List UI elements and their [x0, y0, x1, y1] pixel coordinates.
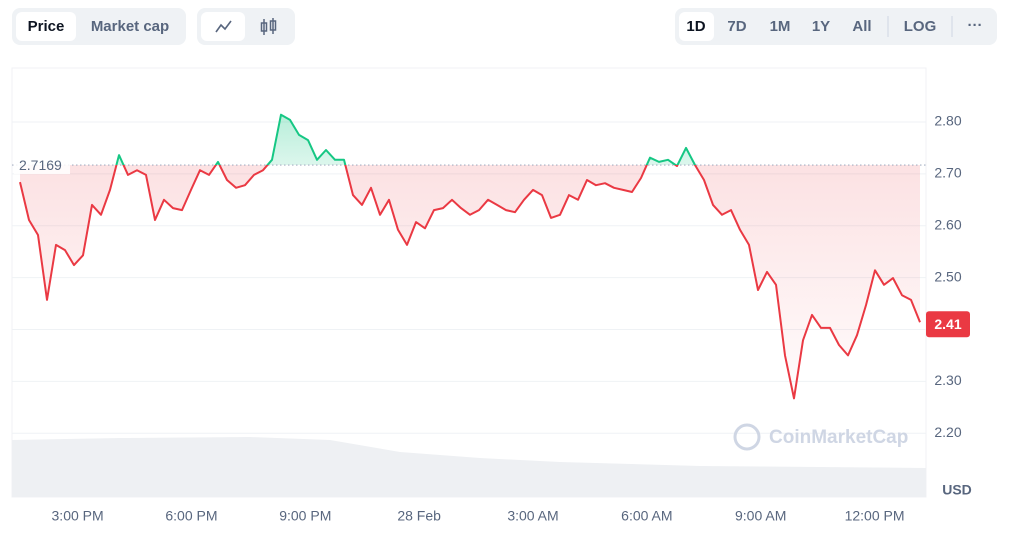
range-button[interactable]: All	[852, 18, 871, 35]
y-tick-label: 2.60	[934, 216, 961, 232]
current-price-badge	[926, 311, 970, 338]
y-tick-label: 2.20	[934, 424, 961, 440]
unit-label: USD	[942, 482, 972, 498]
y-tick-label: 2.70	[934, 165, 961, 181]
view-active	[16, 12, 76, 41]
price-line	[19, 113, 921, 400]
y-tick-label: 2.80	[934, 113, 961, 129]
area	[20, 114, 920, 399]
range-button[interactable]: 7D	[727, 18, 746, 35]
x-tick-label: 9:00 AM	[735, 508, 786, 524]
baseline-label: 2.7169	[19, 157, 62, 173]
range-active	[679, 12, 714, 41]
watermark: CoinMarketCap	[733, 423, 908, 451]
candle-icon[interactable]	[260, 18, 277, 35]
y-tick-label: 2.30	[934, 372, 961, 388]
market-cap-button[interactable]: Market cap	[91, 18, 169, 35]
watermark-text: CoinMarketCap	[769, 427, 908, 448]
range-toggle	[675, 8, 997, 45]
x-tick-label: 6:00 PM	[165, 508, 217, 524]
log-button[interactable]: LOG	[904, 18, 937, 35]
x-tick-label: 12:00 PM	[845, 508, 905, 524]
range-button[interactable]: 1Y	[812, 18, 830, 35]
baseline-label-bg	[14, 156, 70, 175]
current-price-label: 2.41	[934, 316, 961, 332]
y-tick-label: 2.50	[934, 268, 961, 284]
volume-backdrop	[12, 437, 926, 497]
more-button[interactable]: ···	[968, 17, 983, 34]
x-tick-label: 28 Feb	[397, 508, 441, 524]
x-tick-label: 9:00 PM	[279, 508, 331, 524]
range-button[interactable]: 1M	[770, 18, 791, 35]
x-tick-label: 6:00 AM	[621, 508, 672, 524]
x-tick-label: 3:00 AM	[507, 508, 558, 524]
price-button[interactable]: Price	[28, 18, 65, 35]
range-button[interactable]: 1D	[686, 18, 705, 35]
x-tick-label: 3:00 PM	[52, 508, 104, 524]
line-icon	[215, 20, 232, 33]
